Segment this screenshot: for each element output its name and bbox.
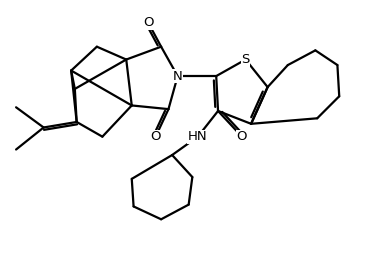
Text: O: O [150, 130, 161, 143]
Text: O: O [237, 130, 247, 143]
Text: S: S [241, 53, 250, 66]
Text: HN: HN [188, 130, 208, 143]
Text: N: N [173, 70, 182, 83]
Text: O: O [143, 16, 154, 29]
